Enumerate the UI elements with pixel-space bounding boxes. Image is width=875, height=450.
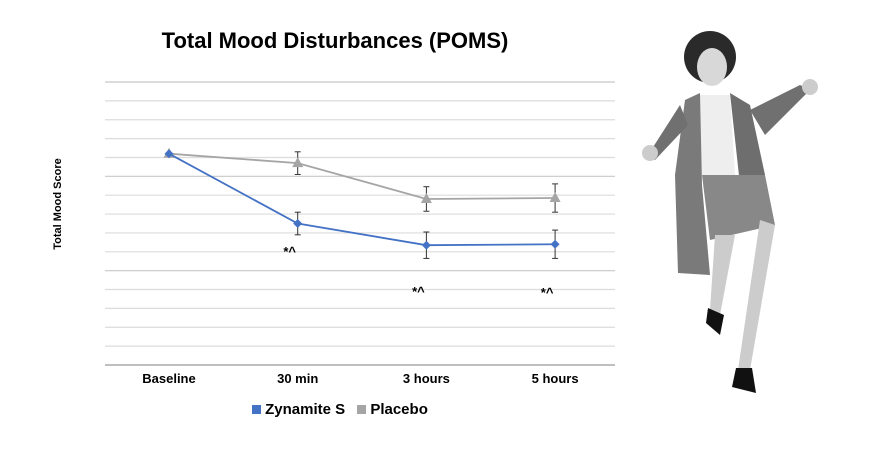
significance-annotation: *^ xyxy=(283,244,296,259)
significance-annotation: *^ xyxy=(541,285,554,300)
data-point-diamond xyxy=(421,240,431,250)
legend-swatch-zynamite xyxy=(252,405,262,414)
x-tick-label: 30 min xyxy=(277,371,318,386)
data-point-triangle xyxy=(549,192,561,203)
legend-item-zynamite: Zynamite S xyxy=(252,401,345,418)
series-line-placebo xyxy=(168,152,556,200)
significance-annotation: *^ xyxy=(412,284,425,299)
legend-label-zynamite: Zynamite S xyxy=(265,401,346,418)
data-point-triangle xyxy=(292,157,304,168)
legend-label-placebo: Placebo xyxy=(370,401,428,418)
legend: Zynamite S Placebo xyxy=(0,401,680,418)
x-tick-label: 3 hours xyxy=(403,371,450,386)
legend-item-placebo: Placebo xyxy=(357,401,428,418)
data-point-diamond xyxy=(293,219,303,228)
data-point-diamond xyxy=(550,239,560,249)
x-tick-label: 5 hours xyxy=(532,371,579,386)
data-point-triangle xyxy=(420,192,432,203)
chart-title: Total Mood Disturbances (POMS) xyxy=(161,28,509,53)
data-point-diamond xyxy=(164,149,174,159)
legend-swatch-placebo xyxy=(357,405,367,414)
person-celebrating-photo xyxy=(642,31,818,393)
x-tick-label: Baseline xyxy=(142,371,195,386)
series-line-zynamite-s xyxy=(168,152,556,247)
